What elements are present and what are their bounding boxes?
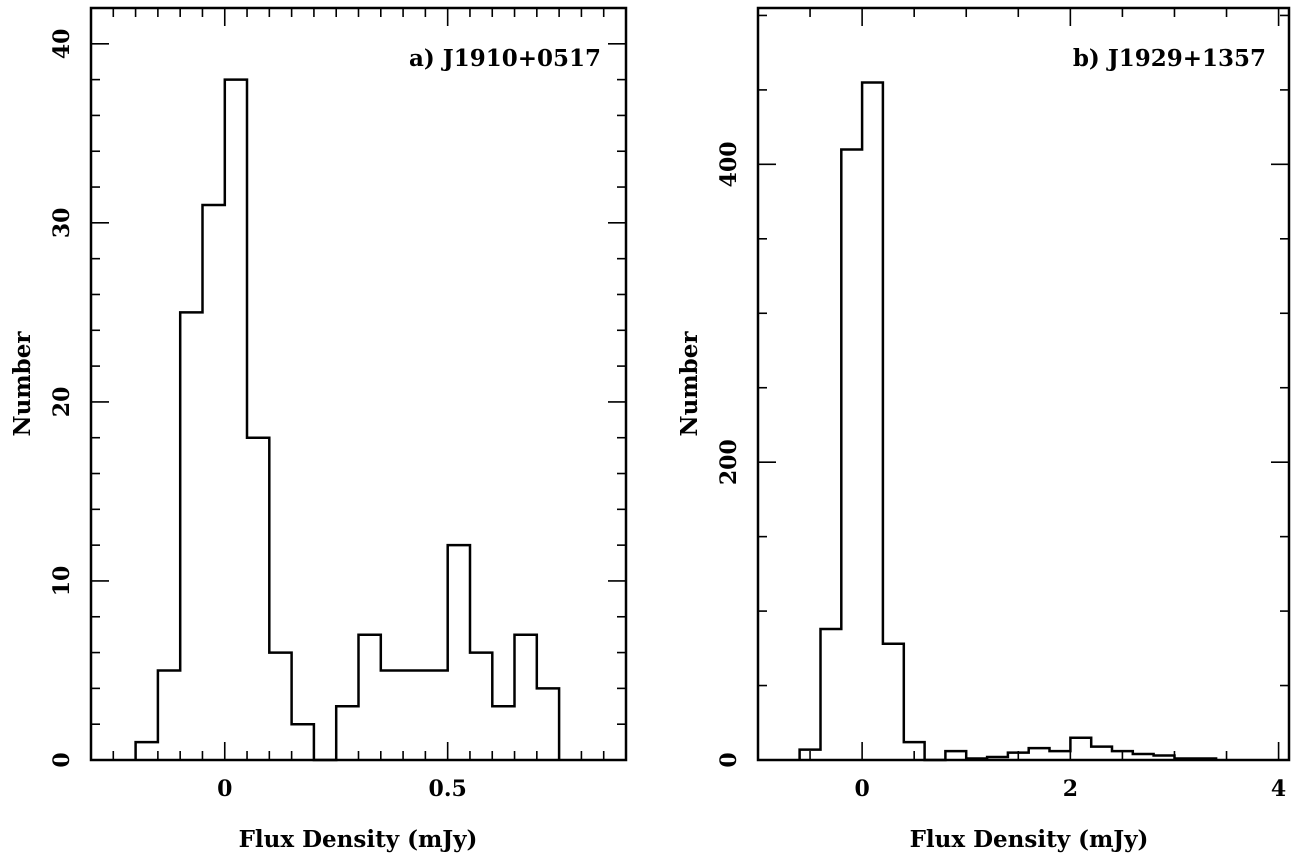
histogram-bin	[821, 629, 842, 760]
panel-b-xtick-labels: 0 2 4	[854, 776, 1286, 802]
panel-a-ticks	[91, 7, 627, 761]
x-tick-label: 0	[854, 776, 869, 802]
panel-a-xtick-labels: 0 0.5	[217, 776, 467, 802]
panel-a-bins	[136, 80, 559, 760]
histogram-bin	[1091, 747, 1112, 760]
histogram-bin	[1195, 759, 1216, 761]
x-tick-label: 2	[1063, 776, 1078, 802]
histogram-bin	[966, 759, 987, 761]
panel-b-xlabel: Flux Density (mJy)	[910, 826, 1149, 853]
panel-a-ylabel: Number	[9, 331, 36, 437]
y-tick-label: 20	[49, 387, 75, 418]
histogram-bin	[225, 80, 247, 760]
histogram-bin	[862, 83, 883, 761]
histogram-bin	[158, 671, 180, 761]
panel-b: b) J1929+1357 Flux Density (mJy) Number …	[676, 6, 1291, 853]
histogram-bin	[1029, 748, 1050, 760]
histogram-bin	[425, 671, 447, 761]
histogram-bin	[1050, 751, 1071, 760]
panel-b-ticks	[757, 8, 1289, 761]
histogram-bin	[336, 706, 358, 760]
panel-b-frame	[756, 6, 1291, 762]
histogram-bin	[1112, 751, 1133, 760]
histogram-bin	[987, 757, 1008, 760]
panel-b-bins	[800, 83, 1217, 761]
histogram-bin	[203, 205, 225, 760]
y-tick-label: 10	[49, 566, 75, 597]
histogram-bin	[1154, 756, 1175, 761]
histogram-bin	[1175, 759, 1196, 761]
x-tick-label: 4	[1271, 776, 1286, 802]
panel-b-ytick-labels: 0 200 400	[716, 141, 742, 767]
histogram-bin	[1133, 754, 1154, 760]
x-tick-label: 0.5	[429, 776, 467, 802]
histogram-bin	[492, 706, 514, 760]
histogram-bin	[381, 671, 403, 761]
panel-a: a) J1910+0517 Flux Density (mJy) Number …	[9, 6, 628, 853]
histogram-bin	[537, 688, 559, 760]
y-tick-label: 0	[716, 752, 742, 767]
histogram-bin	[945, 751, 966, 760]
histogram-bin	[800, 750, 821, 760]
histogram-bin	[904, 742, 925, 760]
histogram-bin	[515, 635, 537, 760]
histogram-bin	[180, 312, 202, 760]
panel-b-histogram	[798, 81, 1218, 762]
panel-a-title: a) J1910+0517	[409, 45, 601, 72]
y-tick-label: 0	[49, 752, 75, 767]
y-tick-label: 400	[716, 141, 742, 187]
histogram-bin	[470, 653, 492, 760]
panel-b-ylabel: Number	[676, 331, 703, 437]
panel-b-title: b) J1929+1357	[1073, 45, 1266, 72]
histogram-bin	[1008, 753, 1029, 760]
panel-a-ytick-labels: 0 10 20 30 40	[49, 28, 75, 767]
panel-a-histogram	[134, 78, 561, 762]
histogram-bin	[403, 671, 425, 761]
x-tick-label: 0	[217, 776, 232, 802]
histogram-bin	[292, 724, 314, 760]
histogram-bin	[448, 545, 470, 760]
histogram-bin	[359, 635, 381, 760]
panel-a-xlabel: Flux Density (mJy)	[239, 826, 478, 853]
histogram-bin	[883, 644, 904, 760]
histogram-bin	[247, 438, 269, 760]
histogram-bin	[269, 653, 291, 760]
histogram-bin	[841, 150, 862, 761]
histogram-bin	[136, 742, 158, 760]
histogram-bin	[1070, 738, 1091, 760]
y-tick-label: 30	[49, 208, 75, 239]
y-tick-label: 200	[716, 439, 742, 485]
y-tick-label: 40	[49, 28, 75, 59]
